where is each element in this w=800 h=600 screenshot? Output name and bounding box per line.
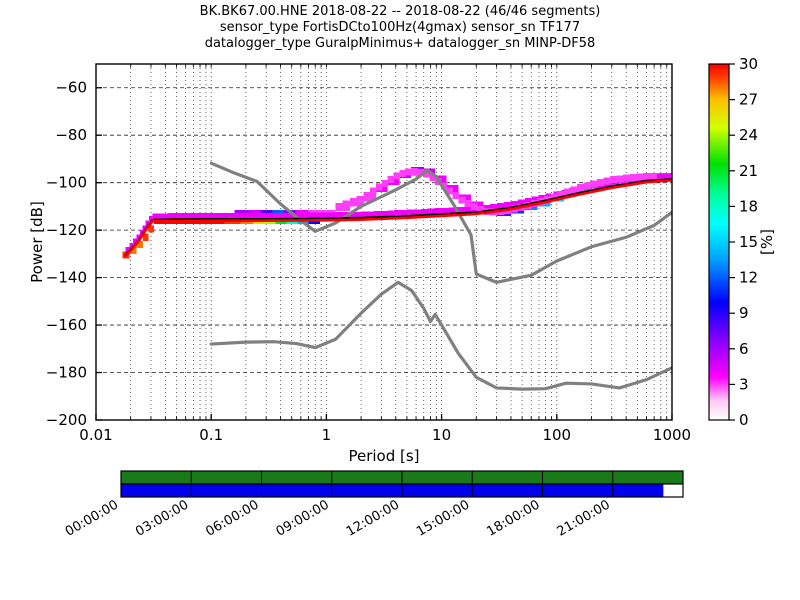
colorbar[interactable]: 0 3 6 9 12 15 18 21 24 27 30 [%] <box>708 55 776 429</box>
colorbar-tick-label: 15 <box>739 233 758 251</box>
colorbar-tick-label: 18 <box>739 197 758 215</box>
title-line-1: BK.BK67.00.HNE 2018-08-22 -- 2018-08-22 … <box>199 4 601 19</box>
y-tick-label: −60 <box>55 79 87 97</box>
colorbar-ticks: 0 3 6 9 12 15 18 21 24 27 30 <box>729 55 758 429</box>
y-tick-label: −140 <box>46 269 87 287</box>
figure-title: BK.BK67.00.HNE 2018-08-22 -- 2018-08-22 … <box>0 4 800 52</box>
colorbar-tick-label: 9 <box>739 304 749 322</box>
timeline-tick-label: 09:00:00 <box>274 497 332 539</box>
colorbar-tick-label: 3 <box>739 375 749 393</box>
colorbar-tick-label: 21 <box>739 162 758 180</box>
title-line-3: datalogger_type GuralpMinimus+ datalogge… <box>204 36 596 51</box>
psd-curves <box>124 161 672 391</box>
y-tick-label: −180 <box>46 364 87 382</box>
x-tick-label: 100 <box>542 426 571 444</box>
colorbar-tick-label: 24 <box>739 126 758 144</box>
timeline-tick-label: 00:00:00 <box>63 497 121 539</box>
timeline-tick-label: 06:00:00 <box>203 497 261 539</box>
x-tick-label: 0.01 <box>79 426 112 444</box>
y-axis-label: Power [dB] <box>28 201 46 283</box>
plot-frame <box>95 63 673 421</box>
psd-histogram <box>122 167 672 259</box>
title-line-2: sensor_type FortisDCto100Hz(4gmax) senso… <box>219 20 581 35</box>
timeline-tick-label: 12:00:00 <box>344 497 402 539</box>
x-axis-label: Period [s] <box>348 447 419 465</box>
x-tick-label: 1 <box>322 426 332 444</box>
x-tick-label: 0.1 <box>199 426 223 444</box>
y-tick-label: −80 <box>55 126 87 144</box>
colorbar-tick-label: 27 <box>739 91 758 109</box>
colorbar-tick-label: 30 <box>739 55 758 73</box>
colorbar-tick-label: 12 <box>739 269 758 287</box>
timeline-tick-label: 18:00:00 <box>484 497 542 539</box>
plot-axis-ticks: 0.01 0.1 1 10 100 1000 −60 −80 −100 −120 −140 −160 −… <box>46 64 691 444</box>
timeline-tick-label: 15:00:00 <box>414 497 472 539</box>
y-tick-label: −200 <box>46 411 87 429</box>
x-tick-label: 1000 <box>653 426 691 444</box>
timeline-tick-label: 03:00:00 <box>133 497 191 539</box>
y-tick-label: −160 <box>46 316 87 334</box>
y-tick-label: −120 <box>46 221 87 239</box>
colorbar-gradient <box>708 63 730 421</box>
plot-gridlines <box>95 64 673 420</box>
colorbar-label: [%] <box>758 229 776 255</box>
timeline-tick-label: 21:00:00 <box>555 497 613 539</box>
timeline-axes[interactable]: 00:00:00 03:00:00 06:00:00 09:00:00 12:00:00… <box>63 470 684 540</box>
colorbar-tick-label: 6 <box>739 340 749 358</box>
y-tick-label: −100 <box>46 174 87 192</box>
colorbar-tick-label: 0 <box>739 411 749 429</box>
x-tick-label: 10 <box>432 426 451 444</box>
